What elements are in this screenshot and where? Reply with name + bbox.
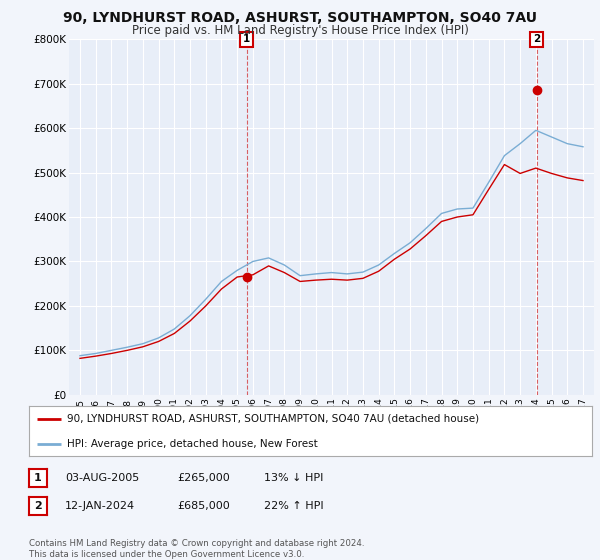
Text: 13% ↓ HPI: 13% ↓ HPI	[264, 473, 323, 483]
Text: £685,000: £685,000	[177, 501, 230, 511]
Text: 1: 1	[34, 473, 41, 483]
Text: Price paid vs. HM Land Registry's House Price Index (HPI): Price paid vs. HM Land Registry's House …	[131, 24, 469, 36]
Text: 90, LYNDHURST ROAD, ASHURST, SOUTHAMPTON, SO40 7AU: 90, LYNDHURST ROAD, ASHURST, SOUTHAMPTON…	[63, 11, 537, 25]
Text: 03-AUG-2005: 03-AUG-2005	[65, 473, 139, 483]
Text: £265,000: £265,000	[177, 473, 230, 483]
Text: 1: 1	[243, 34, 250, 44]
Text: 90, LYNDHURST ROAD, ASHURST, SOUTHAMPTON, SO40 7AU (detached house): 90, LYNDHURST ROAD, ASHURST, SOUTHAMPTON…	[67, 414, 479, 423]
Text: 12-JAN-2024: 12-JAN-2024	[65, 501, 135, 511]
Text: 22% ↑ HPI: 22% ↑ HPI	[264, 501, 323, 511]
Text: Contains HM Land Registry data © Crown copyright and database right 2024.
This d: Contains HM Land Registry data © Crown c…	[29, 539, 364, 559]
Text: HPI: Average price, detached house, New Forest: HPI: Average price, detached house, New …	[67, 439, 318, 449]
Text: 2: 2	[34, 501, 41, 511]
Text: 2: 2	[533, 34, 540, 44]
